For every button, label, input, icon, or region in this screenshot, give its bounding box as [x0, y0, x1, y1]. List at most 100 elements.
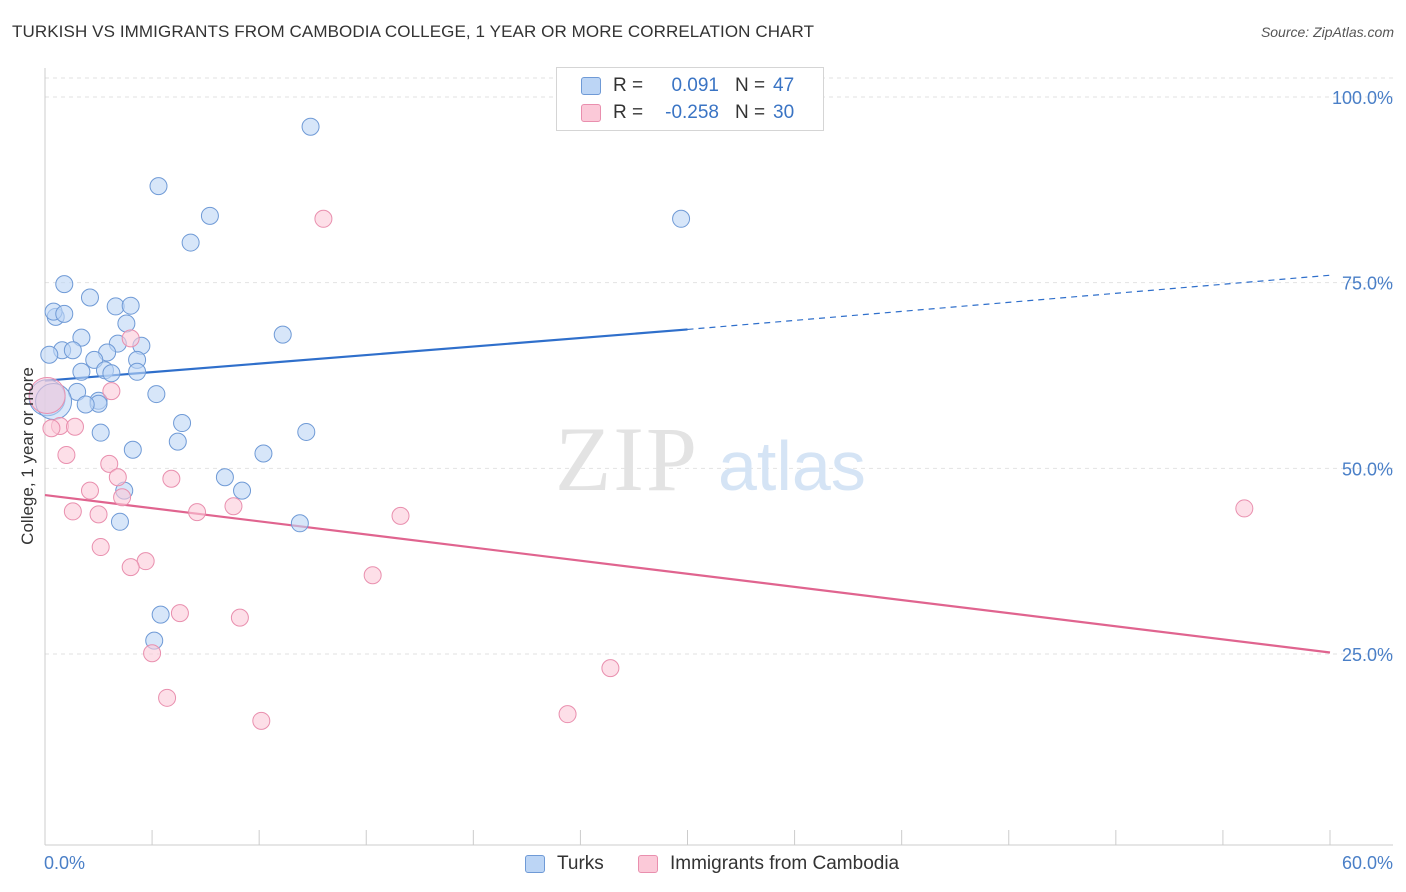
turks-point: [173, 414, 192, 433]
turks-point: [128, 362, 147, 381]
turks-point: [147, 385, 166, 404]
cambodia-point: [188, 503, 207, 522]
cambodia-point: [102, 382, 121, 401]
turks-point: [254, 444, 273, 463]
cambodia-point: [91, 538, 110, 557]
cambodia-point: [89, 505, 108, 524]
turks-point: [76, 395, 95, 414]
stats-legend: R = 0.091 N = 47 R = -0.258 N = 30: [556, 67, 824, 131]
watermark: ZIP atlas: [555, 408, 866, 510]
trendline-turks-extension: [687, 274, 1331, 331]
turks-point: [106, 297, 125, 316]
n-label: N =: [735, 75, 766, 96]
n-label: N =: [735, 102, 766, 123]
axes: [44, 68, 1393, 846]
turks-point: [55, 275, 74, 294]
n-value: 47: [773, 75, 795, 96]
y-tick-label: 100.0%: [1332, 88, 1393, 108]
r-value: 0.091: [671, 75, 719, 96]
legend-label-turks: Turks: [557, 853, 604, 874]
turks-point: [91, 423, 110, 442]
turks-point: [151, 605, 170, 624]
trendlines: [44, 274, 1331, 654]
r-label: R =: [613, 75, 644, 96]
cambodia-point: [57, 445, 76, 464]
turks-point: [200, 206, 219, 225]
cambodia-point: [80, 481, 99, 500]
trendline-turks: [44, 328, 688, 382]
n-value: 30: [773, 102, 795, 123]
legend-item-turks[interactable]: Turks: [525, 852, 604, 876]
turks-point: [102, 364, 121, 383]
turks-point: [290, 514, 309, 533]
cambodia-point: [121, 329, 140, 348]
r-label: R =: [613, 102, 644, 123]
trendline-cambodia: [44, 493, 1331, 654]
cambodia-point: [42, 419, 61, 438]
watermark-atlas: atlas: [718, 427, 866, 505]
legend-row-turks: R = 0.091 N = 47: [581, 73, 794, 99]
cambodia-point: [601, 659, 620, 678]
turks-point: [72, 362, 91, 381]
cambodia-swatch: [638, 855, 658, 873]
turks-point: [672, 209, 691, 228]
y-tick-label: 75.0%: [1342, 274, 1393, 294]
turks-point: [55, 304, 74, 323]
turks-point: [273, 325, 292, 344]
gridlines: [45, 77, 1393, 655]
watermark-zip: ZIP: [555, 408, 699, 510]
r-value: -0.258: [665, 102, 719, 123]
turks-point: [40, 345, 59, 364]
x-tick-label-max: 60.0%: [1342, 853, 1393, 873]
cambodia-point: [28, 377, 66, 415]
cambodia-point: [363, 566, 382, 585]
cambodia-point: [224, 497, 243, 516]
legend-item-cambodia[interactable]: Immigrants from Cambodia: [638, 852, 899, 876]
cambodia-point: [143, 644, 162, 663]
turks-point: [233, 481, 252, 500]
cambodia-point: [252, 711, 271, 730]
cambodia-point: [108, 468, 127, 487]
turks-swatch: [525, 855, 545, 873]
cambodia-point: [121, 558, 140, 577]
legend-label-cambodia: Immigrants from Cambodia: [670, 853, 900, 874]
turks-point: [215, 468, 234, 487]
cambodia-point: [158, 688, 177, 707]
cambodia-point: [65, 417, 84, 436]
x-tick-label-min: 0.0%: [44, 853, 85, 873]
turks-point: [72, 328, 91, 347]
legend-row-cambodia: R = -0.258 N = 30: [581, 100, 794, 126]
cambodia-point: [314, 209, 333, 228]
turks-point: [63, 341, 82, 360]
cambodia-point: [230, 608, 249, 627]
cambodia-point: [100, 454, 119, 473]
data-points: [28, 117, 1254, 730]
cambodia-point: [63, 502, 82, 521]
y-axis-label: College, 1 year or more: [18, 367, 37, 545]
y-tick-label: 50.0%: [1342, 459, 1393, 479]
cambodia-point: [391, 506, 410, 525]
chart-title: TURKISH VS IMMIGRANTS FROM CAMBODIA COLL…: [12, 22, 815, 41]
turks-swatch: [581, 77, 601, 95]
turks-point: [168, 432, 187, 451]
tick-labels: 100.0% 75.0% 50.0% 25.0% 0.0% 60.0%: [44, 88, 1393, 873]
turks-point: [149, 177, 168, 196]
turks-point: [181, 233, 200, 252]
turks-point: [297, 422, 316, 441]
turks-point: [121, 296, 140, 315]
cambodia-point: [136, 552, 155, 571]
y-tick-label: 25.0%: [1342, 645, 1393, 665]
cambodia-point: [113, 488, 132, 507]
cambodia-point: [162, 469, 181, 488]
cambodia-point: [1235, 499, 1254, 518]
cambodia-swatch: [581, 104, 601, 122]
turks-point: [301, 117, 320, 136]
source-label: Source: ZipAtlas.com: [1260, 24, 1394, 40]
cambodia-point: [558, 705, 577, 724]
cambodia-point: [170, 604, 189, 623]
turks-point: [117, 314, 136, 333]
turks-point: [110, 512, 129, 531]
turks-point: [123, 440, 142, 459]
turks-point: [80, 288, 99, 307]
